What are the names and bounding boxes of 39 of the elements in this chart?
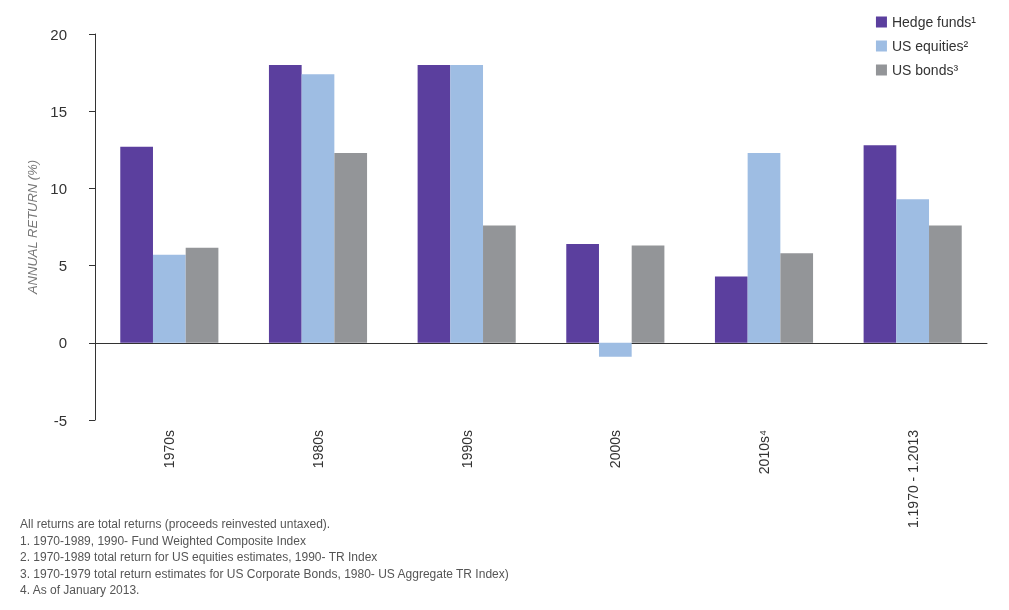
bar: [714, 276, 748, 343]
text: All returns are total returns (proceeds reinvested untaxed).: [20, 517, 331, 531]
text: 4. As of January 2013.: [20, 583, 140, 597]
bar: [334, 152, 368, 343]
legend-label: US bonds³: [891, 62, 959, 78]
x-tick-label: 1.1970 - 1.2013: [904, 429, 921, 529]
bar: [152, 254, 186, 343]
y-tick-label: 15: [50, 102, 67, 120]
x-tick-label: 1970s: [161, 430, 178, 469]
x-tick-label: 1990s: [458, 430, 475, 469]
x-tick-label: 2010s⁴: [756, 430, 772, 475]
legend-label: Hedge funds¹: [891, 14, 977, 30]
legend-label: US equities²: [891, 38, 969, 54]
x-tick-label: 1980s: [310, 430, 326, 469]
bar: [631, 245, 665, 343]
text: 3. 1970-1979 total return estimates for US Corporate Bonds, 1980- US Aggregate TR Index): [20, 566, 509, 581]
bar: [185, 247, 219, 343]
bar: [417, 64, 451, 343]
bar: [450, 64, 484, 343]
bar: [268, 64, 302, 343]
bar: [780, 253, 814, 343]
bar: [863, 145, 897, 343]
bar: [896, 199, 930, 343]
y-tick-label: -5: [53, 411, 67, 429]
bar: [120, 146, 153, 343]
x-tick-label: 2000s: [607, 430, 624, 469]
bar: [566, 243, 599, 343]
bar: [301, 74, 335, 343]
bar: [747, 152, 781, 343]
bar: [598, 342, 632, 357]
y-tick-label: 10: [50, 179, 67, 197]
text: 1. 1970-1989, 1990- Fund Weighted Composite Index: [20, 533, 306, 548]
text: 2. 1970-1989 total return for US equities estimates, 1990- TR Index: [20, 550, 378, 564]
y-axis-title: ANNUAL RETURN (%): [25, 159, 41, 296]
bar: [483, 225, 516, 343]
y-tick-label: 5: [58, 257, 67, 275]
y-tick-label: 0: [58, 334, 67, 352]
bar: [929, 225, 962, 343]
y-tick-label: 20: [50, 25, 67, 43]
